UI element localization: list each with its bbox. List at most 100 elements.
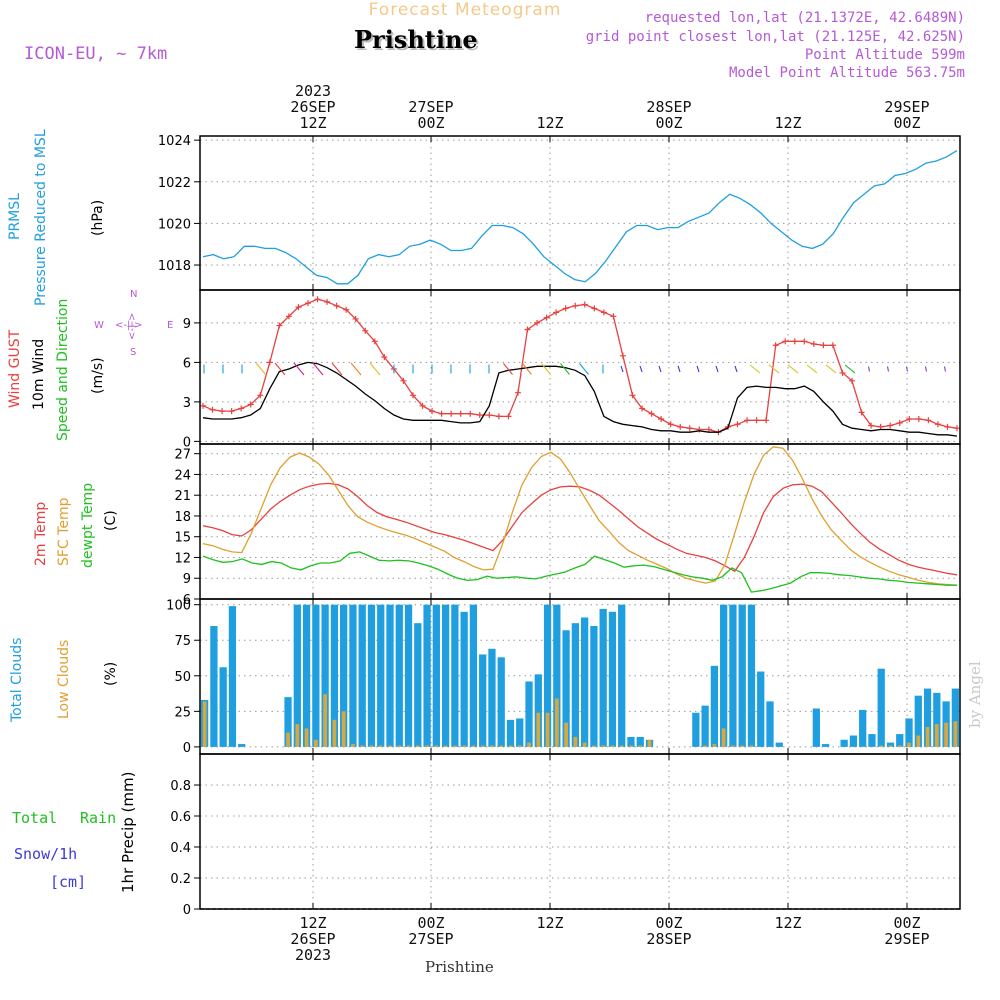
gust-point-13 — [324, 298, 331, 305]
gust-point-23 — [419, 402, 426, 409]
total-cloud-bar-46 — [627, 736, 635, 747]
gust-point-12 — [314, 296, 321, 303]
gust-point-39 — [572, 302, 579, 309]
ytick-label-2: 50 — [174, 670, 191, 685]
total-cloud-bar-78 — [923, 688, 932, 747]
gust-point-67 — [839, 369, 846, 376]
gust-point-15 — [343, 306, 350, 313]
gust-point-38 — [562, 305, 569, 312]
gust-point-16 — [352, 315, 359, 322]
wind-arrow-29 — [749, 364, 761, 374]
low-cloud-bar-81 — [953, 721, 958, 747]
low-cloud-bar-79 — [934, 724, 939, 747]
gust-point-17 — [362, 327, 369, 334]
total-cloud-bar-45 — [618, 604, 626, 747]
gust-point-48 — [658, 415, 665, 422]
total-cloud-bar-27 — [451, 604, 459, 747]
gust-point-77 — [934, 421, 941, 428]
point-altitude: Point Altitude 599m — [804, 47, 965, 63]
total-cloud-bar-2 — [219, 667, 227, 747]
panel-frame-2 — [199, 289, 961, 445]
wind-arrow-25 — [677, 365, 681, 373]
city-title: Prishtine — [354, 25, 478, 54]
total-cloud-bar-19 — [377, 604, 385, 747]
total-cloud-bar-28 — [460, 611, 468, 747]
low-cloud-bar-54 — [703, 745, 707, 747]
requested-coords: requested lon,lat (21.1372E, 42.6489N) — [644, 10, 965, 26]
wind-arrow-36 — [886, 366, 890, 372]
low-cloud-bar-18 — [369, 745, 374, 747]
wind-arrow-16 — [503, 363, 513, 375]
gust-point-44 — [619, 352, 626, 359]
gust-point-76 — [925, 417, 932, 424]
time-label: 2023 — [294, 946, 332, 964]
gust-point-70 — [868, 422, 875, 429]
ytick-label-2: 1022 — [158, 176, 191, 191]
gust-point-21 — [400, 377, 407, 384]
total-cloud-bar-32 — [497, 657, 505, 747]
total-cloud-bar-43 — [599, 608, 607, 747]
gust-point-74 — [906, 415, 913, 422]
low-cloud-bar-75 — [897, 745, 902, 747]
ytick-label-1: 3 — [183, 396, 191, 411]
low-cloud-bar-39 — [564, 722, 568, 747]
ytick-label-0: 0 — [183, 741, 191, 756]
low-cloud-bar-13 — [323, 694, 327, 747]
grid-coords: grid point closest lon,lat (21.125E, 42.… — [585, 29, 965, 45]
time-label: 26SEP — [290, 930, 336, 948]
total-cloud-bar-25 — [432, 604, 440, 747]
gust-point-56 — [734, 421, 741, 428]
low-cloud-bar-19 — [378, 745, 383, 747]
low-cloud-bar-77 — [916, 735, 921, 747]
wind-arrow-19 — [560, 363, 570, 375]
time-label: 27SEP — [408, 98, 454, 116]
wind-arrow-4 — [274, 362, 286, 376]
ytick-label-2: 12 — [174, 551, 191, 566]
wind-arrow-37 — [905, 366, 909, 372]
total-cloud-bar-79 — [933, 692, 941, 747]
footer-city: Prishtine — [425, 958, 494, 976]
total-cloud-bar-47 — [636, 736, 644, 747]
total-cloud-bar-21 — [395, 604, 403, 747]
ytick-label-1: 0.2 — [170, 872, 191, 887]
wind-arrow-28 — [734, 365, 738, 373]
ytick-label-4: 18 — [174, 510, 191, 525]
time-label: 12Z — [299, 114, 327, 132]
total-cloud-bar-58 — [738, 604, 746, 747]
ytick-label-2: 0.4 — [170, 841, 191, 856]
gust-point-18 — [371, 338, 378, 345]
time-label: 28SEP — [646, 98, 692, 116]
ytick-label-2: 6 — [183, 356, 191, 371]
gust-point-1 — [209, 406, 216, 413]
low-cloud-bar-14 — [332, 719, 337, 747]
gust-point-46 — [639, 405, 646, 412]
total-cloud-bar-56 — [720, 604, 728, 747]
gust-point-32 — [505, 413, 512, 420]
wind-arrow-23 — [639, 365, 643, 373]
gust-point-11 — [304, 300, 311, 307]
low-cloud-bar-30 — [480, 745, 485, 747]
gust-point-79 — [954, 425, 960, 432]
snow-label: Snow/1h — [14, 845, 78, 863]
time-label: 27SEP — [408, 930, 454, 948]
gust-point-41 — [591, 305, 598, 312]
total-cloud-bar-16 — [349, 604, 357, 747]
gust-point-57 — [744, 417, 751, 424]
gust-point-47 — [648, 410, 655, 417]
ytick-label-5: 21 — [174, 489, 191, 504]
gust-point-37 — [553, 309, 560, 316]
total-cloud-bar-44 — [608, 611, 617, 747]
low-cloud-bar-36 — [536, 712, 541, 747]
total-cloud-bar-34 — [516, 718, 524, 747]
gust-point-10 — [295, 304, 302, 311]
time-label: 12Z — [774, 914, 802, 932]
gust-point-27 — [457, 410, 464, 417]
total-cloud-bar-15 — [340, 604, 348, 747]
total-cloud-bar-13 — [321, 604, 329, 747]
low-cloud-bar-44 — [610, 745, 615, 747]
total-cloud-bar-42 — [590, 626, 598, 747]
gust-point-29 — [476, 412, 483, 419]
gust-point-66 — [829, 342, 836, 349]
series-prmsl — [202, 150, 958, 285]
total-cloud-bar-62 — [775, 742, 783, 747]
